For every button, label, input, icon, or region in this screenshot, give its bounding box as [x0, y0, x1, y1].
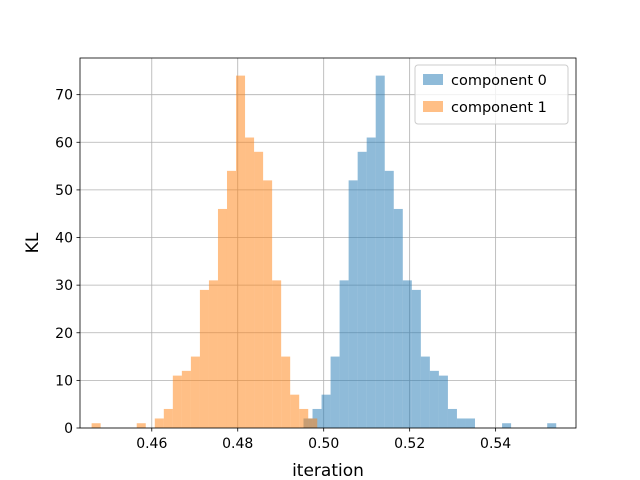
y-tick-label: 50	[55, 183, 73, 199]
histogram-bar-series-1	[254, 151, 264, 429]
y-tick-label: 0	[64, 421, 73, 437]
histogram-bar-series-1	[199, 289, 209, 428]
y-tick-label: 20	[55, 326, 73, 342]
histogram-bar-series-1	[236, 75, 246, 428]
histogram-bar-series-1	[272, 280, 282, 428]
histogram-bar-series-0	[447, 408, 457, 428]
histogram-bar-series-0	[321, 394, 331, 428]
x-tick-label: 0.48	[222, 436, 253, 452]
histogram-bar-series-1	[181, 370, 191, 428]
legend-label-series-1: component 1	[451, 100, 547, 116]
y-tick-label: 30	[55, 278, 73, 294]
histogram-bar-series-1	[290, 394, 300, 428]
legend-box	[414, 64, 569, 125]
histogram-bar-series-0	[547, 423, 557, 428]
histogram-bar-series-1	[299, 408, 309, 428]
histogram-bar-series-1	[136, 423, 146, 428]
y-tick-label: 70	[55, 88, 73, 104]
y-tick-label: 40	[55, 231, 73, 247]
x-tick-label: 0.54	[480, 436, 511, 452]
histogram-bar-series-1	[226, 170, 237, 428]
axis-ticks: 0.46 0.48 0.50 0.52 0.54 0 10 20 30 40 50 60 70	[55, 88, 511, 452]
y-tick-label: 60	[55, 135, 73, 151]
y-axis-label: KL	[23, 232, 43, 253]
x-axis-label: iteration	[292, 461, 364, 480]
legend-label-series-0: component 0	[451, 73, 547, 89]
x-tick-label: 0.46	[136, 436, 167, 452]
legend-swatch-series-1	[423, 101, 443, 112]
histogram-bar-series-0	[411, 289, 421, 428]
histogram-bar-series-0	[357, 151, 367, 429]
histogram-bar-series-1	[154, 418, 164, 428]
histogram-bar-series-0	[438, 375, 448, 428]
histogram-bar-series-1	[263, 180, 273, 428]
histogram-bar-series-1	[308, 418, 318, 428]
histogram-bar-series-0	[402, 280, 412, 428]
histogram-bar-series-1	[91, 423, 101, 428]
histogram-bar-series-0	[502, 423, 512, 428]
y-tick-label: 10	[55, 373, 73, 389]
histogram-bar-series-0	[366, 137, 376, 428]
histogram-bar-series-1	[281, 356, 291, 428]
histogram-bar-series-0	[375, 75, 385, 428]
histogram-bar-series-1	[163, 408, 173, 428]
plot-area-frame	[79, 57, 577, 429]
histogram-bar-series-1	[190, 356, 200, 428]
histogram-bar-series-1	[245, 137, 255, 428]
histogram-bar-series-0	[465, 418, 475, 428]
histogram-bar-series-0	[330, 356, 340, 428]
legend-swatch-series-0	[423, 74, 443, 85]
x-tick-label: 0.50	[308, 436, 339, 452]
histogram-bar-series-1	[217, 208, 227, 428]
histogram-bar-series-0	[384, 170, 394, 428]
legend: component 0 component 1	[414, 64, 569, 125]
histogram-bars	[91, 75, 557, 429]
histogram-bar-series-0	[420, 356, 430, 428]
histogram-bar-series-0	[429, 370, 439, 428]
x-tick-label: 0.52	[394, 436, 425, 452]
histogram-bar-series-0	[348, 180, 358, 428]
histogram-bar-series-1	[208, 280, 218, 428]
histogram-bar-series-0	[456, 418, 466, 428]
histogram-bar-series-0	[393, 208, 403, 428]
histogram-bar-series-0	[339, 280, 349, 428]
histogram-bar-series-1	[172, 375, 182, 428]
